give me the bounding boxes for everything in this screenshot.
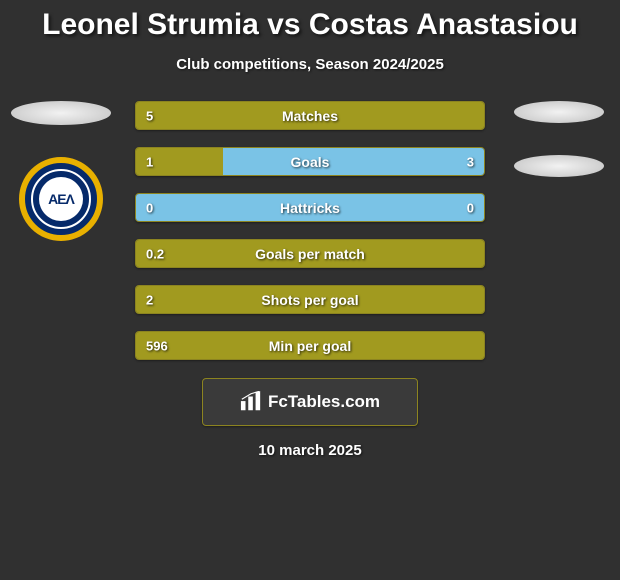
stat-label: Shots per goal: [136, 292, 484, 308]
stat-row: 596Min per goal: [135, 331, 485, 360]
date-label: 10 march 2025: [0, 442, 620, 459]
stat-row: 5Matches: [135, 101, 485, 130]
stat-label: Goals per match: [136, 246, 484, 262]
comparison-panel: ΑΕΛ 5Matches 13Goals 00Hattricks 0.2Goals p…: [0, 101, 620, 360]
stat-row: 13Goals: [135, 147, 485, 176]
player2-photo-placeholder: [514, 101, 604, 123]
source-text: FcTables.com: [268, 392, 380, 412]
stat-label: Min per goal: [136, 338, 484, 354]
source-attribution: FcTables.com: [202, 378, 418, 426]
player1-photo-placeholder: [11, 101, 111, 125]
stat-row: 00Hattricks: [135, 193, 485, 222]
club-badge-initials: ΑΕΛ: [39, 177, 83, 221]
page-title: Leonel Strumia vs Costas Anastasiou: [0, 0, 620, 42]
player2-column: [504, 101, 614, 177]
stat-row: 2Shots per goal: [135, 285, 485, 314]
stat-label: Matches: [136, 108, 484, 124]
fctables-icon: [240, 391, 262, 413]
stat-label: Hattricks: [136, 200, 484, 216]
player2-club-placeholder: [514, 155, 604, 177]
subtitle: Club competitions, Season 2024/2025: [0, 56, 620, 73]
stat-row: 0.2Goals per match: [135, 239, 485, 268]
player1-club-badge: ΑΕΛ: [19, 157, 103, 241]
stat-bars: 5Matches 13Goals 00Hattricks 0.2Goals per m…: [135, 101, 485, 360]
player1-column: ΑΕΛ: [6, 101, 116, 241]
stat-label: Goals: [136, 154, 484, 170]
